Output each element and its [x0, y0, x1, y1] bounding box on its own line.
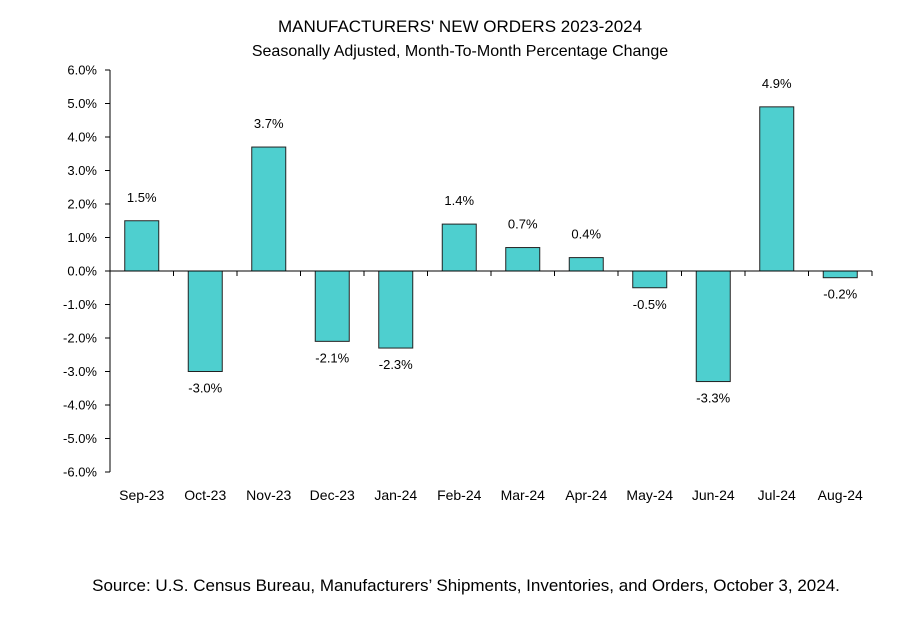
data-label: 3.7%: [254, 116, 284, 131]
y-tick-label: 4.0%: [67, 130, 97, 145]
y-tick-label: -1.0%: [63, 297, 97, 312]
source-note: Source: U.S. Census Bureau, Manufacturer…: [92, 576, 840, 595]
bar: [505, 247, 541, 272]
y-tick-label: 2.0%: [67, 197, 97, 212]
bar: [695, 270, 731, 383]
data-label: 0.4%: [571, 227, 601, 242]
x-category-label: Aug-24: [818, 487, 863, 503]
bar: [251, 146, 287, 272]
y-tick-label: -6.0%: [63, 465, 97, 480]
axes: [109, 70, 873, 472]
data-label: 4.9%: [762, 76, 792, 91]
data-label: -3.0%: [188, 381, 222, 396]
bar: [187, 270, 223, 372]
y-tick-label: -5.0%: [63, 431, 97, 446]
x-category-label: Sep-23: [119, 487, 164, 503]
data-label: -2.3%: [379, 357, 413, 372]
x-category-label: Jul-24: [758, 487, 796, 503]
x-category-label: May-24: [626, 487, 673, 503]
bar: [378, 270, 414, 349]
y-tick-label: 6.0%: [67, 63, 97, 78]
bar: [124, 220, 160, 272]
chart-subtitle: Seasonally Adjusted, Month-To-Month Perc…: [252, 43, 668, 60]
x-category-label: Apr-24: [565, 487, 607, 503]
data-label: -0.5%: [633, 297, 667, 312]
data-label: -3.3%: [696, 391, 730, 406]
x-category-label: Mar-24: [501, 487, 546, 503]
x-category-label: Feb-24: [437, 487, 482, 503]
x-category-label: Oct-23: [184, 487, 226, 503]
x-category-label: Jan-24: [374, 487, 417, 503]
data-label: -2.1%: [315, 350, 349, 365]
bar: [632, 270, 668, 289]
y-tick-label: 1.0%: [67, 230, 97, 245]
x-category-label: Nov-23: [246, 487, 291, 503]
bars: [124, 106, 858, 383]
bar: [759, 106, 795, 272]
y-tick-label: 0.0%: [67, 264, 97, 279]
x-axis-categories: Sep-23 Oct-23 Nov-23 Dec-23 Jan-24 Feb-24 Mar-…: [119, 487, 863, 503]
y-tick-label: 5.0%: [67, 96, 97, 111]
data-labels: 1.5% -3.0% 3.7% -2.1% -2.3% 1.4% 0.7% 0.4% -0.5%…: [127, 76, 858, 406]
data-label: -0.2%: [823, 287, 857, 302]
data-label: 1.5%: [127, 190, 157, 205]
bar: [568, 257, 604, 272]
x-category-label: Jun-24: [692, 487, 735, 503]
y-tick-label: -3.0%: [63, 364, 97, 379]
y-tick-label: 3.0%: [67, 163, 97, 178]
bar: [441, 223, 477, 272]
bar: [822, 270, 858, 279]
data-label: 1.4%: [444, 193, 474, 208]
y-axis-ticks: 6.0% 5.0% 4.0% 3.0% 2.0% 1.0% 0.0% -1.0% -2.0% -3…: [63, 63, 110, 480]
y-tick-label: -4.0%: [63, 398, 97, 413]
chart-title: MANUFACTURERS' NEW ORDERS 2023-2024: [278, 17, 642, 36]
data-label: 0.7%: [508, 217, 538, 232]
bar: [314, 270, 350, 342]
y-tick-label: -2.0%: [63, 331, 97, 346]
x-category-label: Dec-23: [310, 487, 355, 503]
